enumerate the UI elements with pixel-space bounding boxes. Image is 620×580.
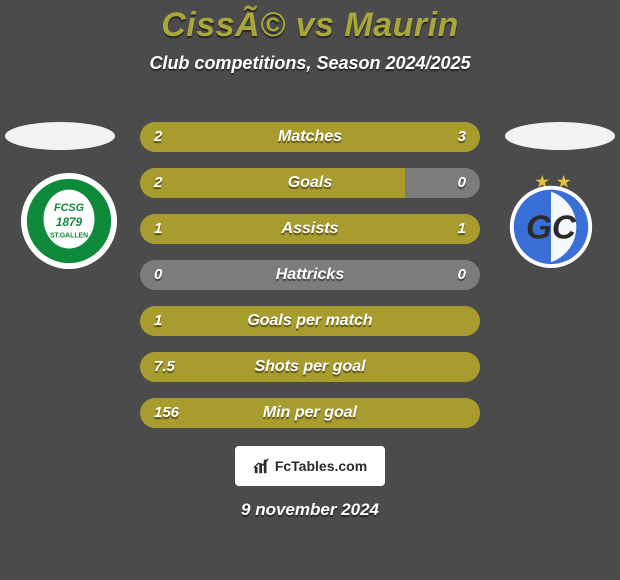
page-title: CissÃ© vs Maurin [0, 0, 620, 45]
svg-text:FCSG: FCSG [54, 202, 85, 214]
stat-row: 1Goals per match [140, 306, 480, 336]
stat-row: 156Min per goal [140, 398, 480, 428]
stat-row: 23Matches [140, 122, 480, 152]
stat-label: Matches [140, 122, 480, 152]
stat-row: 11Assists [140, 214, 480, 244]
watermark-text: FcTables.com [275, 458, 367, 474]
subtitle: Club competitions, Season 2024/2025 [0, 53, 620, 74]
stat-row: 00Hattricks [140, 260, 480, 290]
stats-table: 23Matches 20Goals 11Assists 00Hattricks 1Goa… [140, 122, 480, 444]
grasshopper-crest-icon: ★ ★ GC [502, 172, 600, 270]
player-photo-right [505, 122, 615, 150]
stat-row: 20Goals [140, 168, 480, 198]
svg-text:ST.GALLEN: ST.GALLEN [50, 233, 88, 240]
club-badge-right: ★ ★ GC [502, 172, 600, 270]
stat-label: Assists [140, 214, 480, 244]
stat-label: Min per goal [140, 398, 480, 428]
stat-label: Goals per match [140, 306, 480, 336]
stat-label: Goals [140, 168, 480, 198]
date-text: 9 november 2024 [0, 500, 620, 520]
fcstgallen-crest-icon: FCSG 1879 ST.GALLEN [20, 172, 118, 270]
player-photo-left [5, 122, 115, 150]
stat-row: 7.5Shots per goal [140, 352, 480, 382]
stat-label: Hattricks [140, 260, 480, 290]
comparison-card: CissÃ© vs Maurin Club competitions, Seas… [0, 0, 620, 580]
stat-label: Shots per goal [140, 352, 480, 382]
svg-text:1879: 1879 [56, 216, 83, 229]
watermark: FcTables.com [235, 446, 385, 486]
club-badge-left: FCSG 1879 ST.GALLEN [20, 172, 118, 270]
chart-icon [253, 457, 271, 475]
svg-text:GC: GC [526, 210, 577, 247]
